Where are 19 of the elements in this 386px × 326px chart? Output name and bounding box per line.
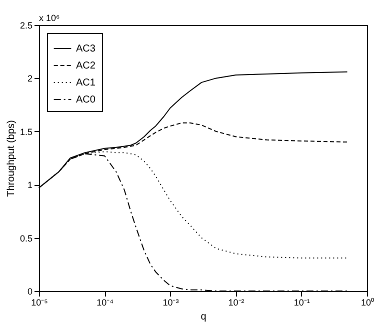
legend-label: AC0 [76,94,96,106]
y-tick-label: 1 [27,180,32,190]
legend-label: AC2 [76,60,96,72]
legend-label: AC1 [76,78,96,88]
x-tick-label: 10⁻¹ [294,298,310,308]
y-tick-label: 0.5 [20,233,32,244]
x-tick-label: 10⁻² [228,298,244,308]
y-tick-label: 1.5 [20,126,32,137]
x-tick-label: 10⁻⁴ [96,298,114,308]
x-tick-label: 10⁻⁵ [31,298,48,308]
y-tick-label: 2 [27,74,32,84]
x-axis-title: q [200,312,206,322]
legend-label: AC3 [76,44,96,54]
y-tick-label: 2.5 [20,20,32,30]
x-tick-label: 10⁻³ [162,298,179,308]
y-axis-title: Throughput (bps) [6,120,17,197]
text: x 10⁶ [39,13,60,23]
x-tick-label: 10⁰ [360,298,374,308]
y-tick-label: 0 [27,286,32,296]
